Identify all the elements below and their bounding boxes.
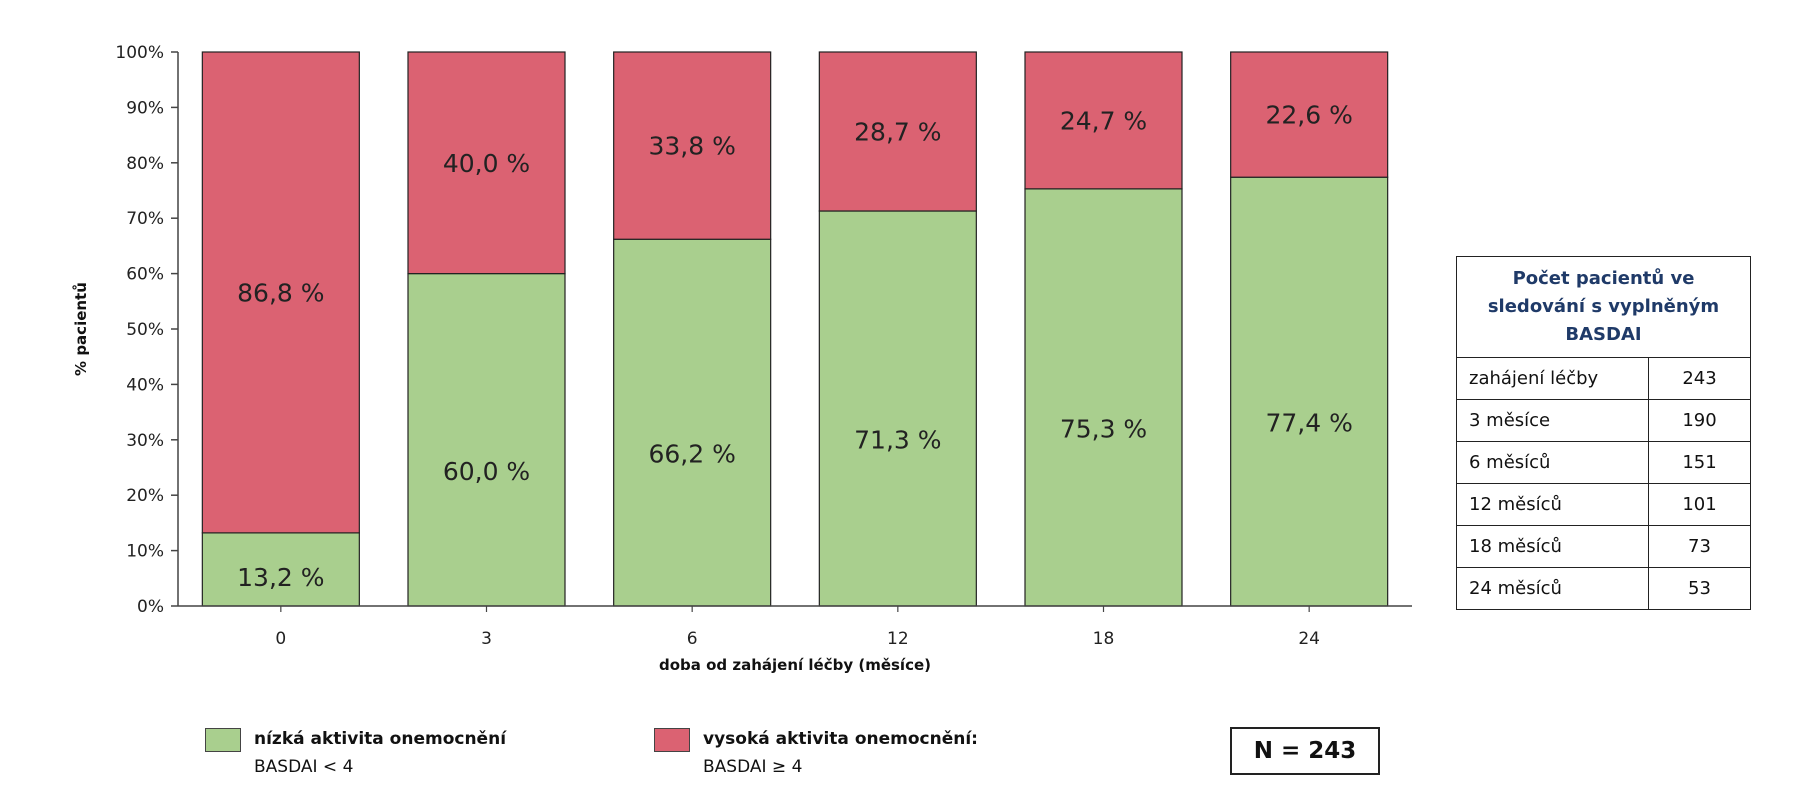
bar-segment: [1230, 51, 1389, 178]
x-tick-label: 3: [481, 629, 492, 649]
data-label: 22,6 %: [1265, 101, 1352, 130]
y-tick-label: 80%: [126, 154, 164, 174]
bar-segment: [201, 51, 360, 534]
table-row: zahájení léčby 243: [1456, 357, 1751, 400]
data-label: 77,4 %: [1265, 409, 1352, 438]
bar-segment: [201, 532, 360, 607]
bar-segment: [613, 238, 772, 607]
y-tick-label: 20%: [126, 486, 164, 506]
legend-label-high: vysoká aktivita onemocnění:: [703, 729, 978, 749]
row-count: 73: [1648, 525, 1751, 568]
table-header-row: Počet pacientů ve sledování s vyplněným …: [1456, 256, 1751, 358]
row-label: 24 měsíců: [1456, 567, 1649, 610]
bar-segment: [407, 273, 566, 607]
legend-swatch-low: [205, 728, 241, 752]
y-tick-label: 100%: [115, 43, 164, 63]
y-tick-label: 10%: [126, 542, 164, 562]
x-tick-label: 12: [887, 629, 909, 649]
bar-segment: [1230, 176, 1389, 607]
legend-sublabel-high: BASDAI ≥ 4: [703, 757, 803, 777]
data-label: 13,2 %: [237, 563, 324, 592]
bar-segment: [818, 51, 977, 212]
table-header: Počet pacientů ve sledování s vyplněným …: [1456, 256, 1751, 358]
table-row: 6 měsíců 151: [1456, 441, 1751, 484]
legend-item-low: nízká aktivita onemocnění BASDAI < 4: [205, 725, 506, 781]
data-label: 66,2 %: [648, 440, 735, 469]
y-axis-title: % pacientů: [72, 282, 90, 376]
data-label: 71,3 %: [854, 425, 941, 454]
row-label: zahájení léčby: [1456, 357, 1649, 400]
data-label: 24,7 %: [1060, 106, 1147, 135]
y-tick-label: 40%: [126, 375, 164, 395]
legend-item-high: vysoká aktivita onemocnění: BASDAI ≥ 4: [654, 725, 978, 781]
stacked-bar-chart: 0% 10% 20% 30% 40% 50% 60% 70% 80% 90% 100% 13,2 %…: [72, 43, 1412, 674]
table-row: 18 měsíců 73: [1456, 525, 1751, 568]
y-tick-label: 50%: [126, 320, 164, 340]
data-label: 33,8 %: [648, 132, 735, 161]
table-row: 12 měsíců 101: [1456, 483, 1751, 526]
table-row: 24 měsíců 53: [1456, 567, 1751, 610]
y-tick-label: 0%: [137, 597, 164, 617]
row-count: 101: [1648, 483, 1751, 526]
x-tick-label: 6: [687, 629, 698, 649]
y-tick-label: 30%: [126, 431, 164, 451]
row-count: 243: [1648, 357, 1751, 400]
patient-count-table: Počet pacientů ve sledování s vyplněným …: [1456, 256, 1751, 610]
data-label: 40,0 %: [443, 149, 530, 178]
bar-segment: [613, 51, 772, 240]
bar-segment: [1024, 51, 1183, 190]
row-label: 18 měsíců: [1456, 525, 1649, 568]
legend-sublabel-low: BASDAI < 4: [254, 757, 354, 777]
data-label: 28,7 %: [854, 117, 941, 146]
bar-segment: [407, 51, 566, 275]
bar-segment: [1024, 188, 1183, 607]
y-tick-label: 60%: [126, 265, 164, 285]
row-label: 12 měsíců: [1456, 483, 1649, 526]
data-label: 60,0 %: [443, 457, 530, 486]
data-label: 75,3 %: [1060, 414, 1147, 443]
x-tick-label: 24: [1298, 629, 1320, 649]
y-tick-label: 70%: [126, 209, 164, 229]
row-label: 6 měsíců: [1456, 441, 1649, 484]
y-tick-label: 90%: [126, 98, 164, 118]
row-count: 190: [1648, 399, 1751, 442]
x-tick-label: 0: [275, 629, 286, 649]
row-count: 151: [1648, 441, 1751, 484]
table-row: 3 měsíce 190: [1456, 399, 1751, 442]
legend-label-low: nízká aktivita onemocnění: [254, 729, 507, 749]
row-label: 3 měsíce: [1456, 399, 1649, 442]
sample-size-box: N = 243: [1230, 727, 1380, 775]
bar-segment: [818, 210, 977, 607]
data-label: 86,8 %: [237, 278, 324, 307]
row-count: 53: [1648, 567, 1751, 610]
x-tick-label: 18: [1093, 629, 1115, 649]
legend-swatch-high: [654, 728, 690, 752]
x-axis-title: doba od zahájení léčby (měsíce): [659, 656, 931, 674]
